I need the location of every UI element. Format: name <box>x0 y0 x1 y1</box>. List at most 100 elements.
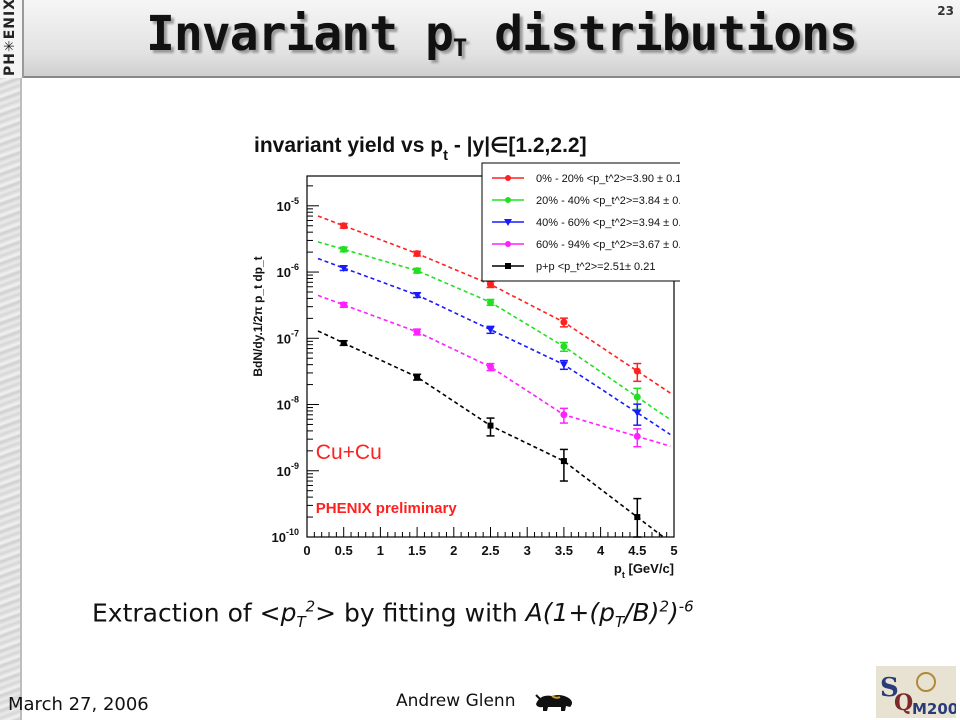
y-tick-base: 10 <box>277 331 291 346</box>
title-rest: distributions <box>466 6 858 62</box>
x-axis-label-part: [GeV/c] <box>625 561 674 576</box>
caption-formula-1: A(1+(p <box>525 598 615 628</box>
x-axis-label: pt [GeV/c] <box>614 561 674 580</box>
cucu-annotation: Cu+Cu <box>316 441 382 464</box>
page-number: 23 <box>937 4 954 18</box>
y-tick-exp: -5 <box>291 196 299 206</box>
data-point <box>340 245 348 253</box>
y-tick-base: 10 <box>272 530 286 545</box>
title-band <box>24 0 960 78</box>
page-title: Invariant pT distributions <box>146 6 858 62</box>
y-tick-label: 10-10 <box>272 527 299 545</box>
fit-curve <box>317 257 671 436</box>
caption-pt-sup: 2 <box>305 598 316 616</box>
chart-title-part: invariant yield vs p <box>254 134 443 157</box>
fit-curve <box>317 294 671 447</box>
legend-marker <box>505 263 511 269</box>
caption-formula-sup: 2 <box>659 598 669 616</box>
caption-text-1: Extraction of < <box>92 598 281 628</box>
data-point <box>413 250 421 258</box>
fit-caption: Extraction of <pT2> by fitting with A(1+… <box>92 598 694 631</box>
x-tick-label: 2 <box>450 543 457 558</box>
legend-label: 0% - 20% <p_t^2>=3.90 ± 0.17 <box>536 173 680 185</box>
x-tick-label: 4.5 <box>628 543 646 558</box>
caption-text-2: > by fitting with <box>315 598 526 628</box>
caption-formula-3: ) <box>669 598 679 628</box>
left-decorative-strip <box>0 0 22 720</box>
caption-formula-sub: T <box>614 613 625 632</box>
y-tick-base: 10 <box>277 265 291 280</box>
data-point <box>413 267 421 275</box>
footer-author: Andrew Glenn <box>396 691 516 711</box>
x-tick-label: 1.5 <box>408 543 426 558</box>
y-tick-exp: -9 <box>291 461 299 471</box>
caption-pt-sub: T <box>296 613 306 632</box>
legend-marker <box>505 175 511 181</box>
data-point <box>487 363 494 371</box>
x-tick-label: 4 <box>597 543 605 558</box>
x-tick-label: 0 <box>303 543 310 558</box>
data-point <box>560 411 568 419</box>
caption-exponent: -6 <box>678 598 694 616</box>
legend-label: 20% - 40% <p_t^2>=3.84 ± 0.19 <box>536 195 680 207</box>
x-tick-label: 2.5 <box>481 543 499 558</box>
x-axis-label-part: p <box>614 561 622 576</box>
y-tick-exp: -8 <box>291 395 299 405</box>
data-point <box>486 326 495 334</box>
svg-text:M2006: M2006 <box>912 700 956 718</box>
legend-label: 60% - 94% <p_t^2>=3.67 ± 0.27 <box>536 239 680 251</box>
title-main: Invariant p <box>146 6 454 62</box>
y-tick-base: 10 <box>277 398 291 413</box>
data-point <box>633 409 642 417</box>
phenix-logo-text: PH✳ENIX <box>2 0 18 76</box>
data-point <box>413 292 422 300</box>
y-tick-label: 10-7 <box>277 328 299 346</box>
caption-pt: p <box>280 598 297 628</box>
data-point <box>633 432 641 440</box>
legend-marker <box>505 241 511 247</box>
data-point <box>487 422 494 429</box>
data-point <box>414 374 421 381</box>
y-tick-exp: -6 <box>291 262 299 272</box>
legend-marker <box>504 219 512 226</box>
svg-text:S: S <box>880 673 899 703</box>
data-point <box>559 361 568 369</box>
data-point <box>339 265 348 273</box>
y-tick-label: 10-9 <box>277 461 299 479</box>
fit-curve <box>317 215 671 394</box>
x-tick-label: 3 <box>524 543 531 558</box>
x-tick-label: 0.5 <box>335 543 353 558</box>
data-point <box>487 298 494 306</box>
data-point <box>633 393 641 401</box>
y-tick-base: 10 <box>277 199 291 214</box>
legend-marker <box>505 197 511 203</box>
data-point <box>634 514 641 521</box>
data-point <box>560 458 567 465</box>
chart-title-part: - |y|∈[1.2,2.2] <box>448 134 587 157</box>
data-point <box>560 318 568 326</box>
y-tick-label: 10-8 <box>277 395 299 413</box>
y-tick-exp: -10 <box>286 527 299 537</box>
title-subscript: T <box>452 34 467 62</box>
data-point <box>340 339 347 346</box>
data-point <box>633 367 641 375</box>
x-tick-label: 1 <box>377 543 384 558</box>
sqm2006-logo: S Q M2006 <box>876 666 956 718</box>
data-point <box>560 343 568 351</box>
data-point <box>487 280 494 288</box>
y-axis-label: BdN/dy.1/2π p_t dp_t <box>251 256 265 376</box>
phenix-logo: PH✳ENIX <box>0 0 24 78</box>
caption-formula-2: /B) <box>624 598 660 628</box>
x-tick-label: 3.5 <box>555 543 573 558</box>
x-tick-label: 5 <box>670 543 677 558</box>
legend-label: 40% - 60% <p_t^2>=3.94 ± 0.25 <box>536 217 680 229</box>
legend-label: p+p <p_t^2>=2.51± 0.21 <box>536 261 655 273</box>
cu-buffalo-logo <box>535 694 572 711</box>
y-tick-exp: -7 <box>291 328 299 338</box>
y-tick-base: 10 <box>277 464 291 479</box>
data-point <box>340 222 348 230</box>
y-tick-label: 10-6 <box>277 262 299 280</box>
x-axis-label-part: t <box>622 570 625 580</box>
data-point <box>413 328 421 336</box>
y-tick-label: 10-5 <box>277 196 299 214</box>
